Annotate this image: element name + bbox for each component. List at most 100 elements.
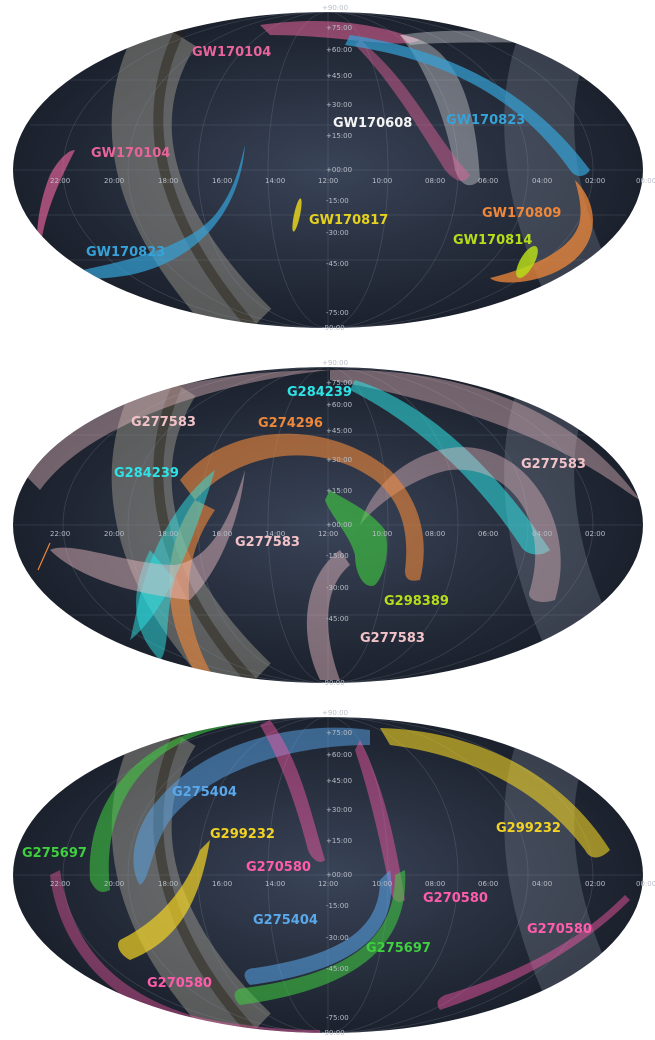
ra-label: 22:00 <box>50 880 70 888</box>
g270580-region-center <box>355 740 405 902</box>
event-label: G277583 <box>235 535 300 550</box>
event-label: GW170823 <box>446 113 525 128</box>
g270580-region-right <box>437 895 630 1010</box>
ra-labels: 22:00 20:00 18:00 16:00 14:00 12:00 10:0… <box>50 530 605 538</box>
dec-label-15: +15:00 <box>326 487 352 495</box>
ra-label: 10:00 <box>372 177 392 185</box>
ra-label: 20:00 <box>104 177 124 185</box>
ra-label: 08:00 <box>425 177 445 185</box>
dec-label-m75: -75:00 <box>326 1014 349 1022</box>
event-label: G275404 <box>253 913 318 928</box>
sky-ellipse <box>13 367 643 683</box>
dec-label-30: +30:00 <box>326 101 352 109</box>
ra-label: 16:00 <box>212 177 232 185</box>
ra-label: 08:00 <box>425 880 445 888</box>
ra-label: 04:00 <box>532 177 552 185</box>
dec-label-30: +30:00 <box>326 456 352 464</box>
dec-label-60: +60:00 <box>326 46 352 54</box>
ra-label: 04:00 <box>532 530 552 538</box>
dec-label-m15: -15:00 <box>326 902 349 910</box>
dec-label-m75: -75:00 <box>326 309 349 317</box>
dec-label-60: +60:00 <box>326 401 352 409</box>
ra-label: 18:00 <box>158 177 178 185</box>
ra-labels: 22:00 20:00 18:00 16:00 14:00 12:00 10:0… <box>50 177 655 185</box>
ra-label: 14:00 <box>265 530 285 538</box>
dec-label-bottom: -90:00 <box>322 679 345 687</box>
g274296-fragment <box>37 542 51 571</box>
event-label: G284239 <box>287 385 352 400</box>
dec-label-0: +00:00 <box>326 166 352 174</box>
event-label: G270580 <box>246 860 311 875</box>
dec-label-m45: -45:00 <box>326 260 349 268</box>
g299232-region-south <box>118 840 210 960</box>
g275697-region-south <box>234 870 406 1005</box>
event-label: G277583 <box>521 457 586 472</box>
ra-label: 12:00 <box>318 177 338 185</box>
dec-label-m15: -15:00 <box>326 552 349 560</box>
g277583-region-right <box>360 447 561 602</box>
event-label: GW170817 <box>309 213 388 228</box>
ra-label: 06:00 <box>478 177 498 185</box>
graticule <box>13 12 643 328</box>
ra-label: 02:00 <box>585 880 605 888</box>
g277583-region-bottom <box>306 550 350 680</box>
event-label: G299232 <box>210 827 275 842</box>
dec-label-m45: -45:00 <box>326 965 349 973</box>
gw170809-region <box>490 180 593 283</box>
event-label: GW170608 <box>333 116 412 131</box>
ra-label: 20:00 <box>104 530 124 538</box>
ra-label: 00:00 <box>636 177 655 185</box>
milky-way-dust <box>153 727 259 1033</box>
dec-label-15: +15:00 <box>326 837 352 845</box>
g299232-region-north <box>380 728 610 858</box>
event-label: G274296 <box>258 416 323 431</box>
skymap-panel-1: +90:00 +75:00 +60:00 +45:00 +30:00 +15:0… <box>0 0 655 340</box>
ra-labels: 22:00 20:00 18:00 16:00 14:00 12:00 10:0… <box>50 880 655 888</box>
milky-way-band <box>111 14 272 328</box>
event-label: G298389 <box>384 594 449 609</box>
event-label: GW170104 <box>192 45 271 60</box>
g275404-region-south <box>244 870 392 985</box>
gw170823-region-north <box>345 35 590 176</box>
dec-label-top: +90:00 <box>322 4 348 12</box>
milky-way-dust <box>153 377 259 683</box>
ra-label: 18:00 <box>158 880 178 888</box>
skymap-3: +90:00 +75:00 +60:00 +45:00 +30:00 +15:0… <box>13 709 655 1037</box>
dec-label-bottom: -90:00 <box>322 324 345 332</box>
skymap-2: +90:00 +75:00 +60:00 +45:00 +30:00 +15:0… <box>13 359 643 687</box>
g298389-region <box>325 490 387 586</box>
ra-label: 08:00 <box>425 530 445 538</box>
ra-label: 20:00 <box>104 880 124 888</box>
ra-label: 02:00 <box>585 530 605 538</box>
event-label: G270580 <box>527 922 592 937</box>
milky-way-dust <box>153 27 259 328</box>
event-label: G275404 <box>172 785 237 800</box>
dec-label-0: +00:00 <box>326 521 352 529</box>
ra-label: 16:00 <box>212 530 232 538</box>
gw170814-region <box>516 246 538 278</box>
dec-label-top: +90:00 <box>322 359 348 367</box>
event-label: G270580 <box>423 891 488 906</box>
ra-label: 14:00 <box>265 177 285 185</box>
gw170104-region-top <box>260 20 420 44</box>
event-label: G299232 <box>496 821 561 836</box>
g274296-region-arc <box>180 433 424 581</box>
dec-label-m15: -15:00 <box>326 197 349 205</box>
dec-label-45: +45:00 <box>326 777 352 785</box>
gw170817-region <box>292 198 302 232</box>
ra-label: 10:00 <box>372 530 392 538</box>
dec-label-top: +90:00 <box>322 709 348 717</box>
gw170608-region <box>400 35 480 186</box>
ra-label: 02:00 <box>585 177 605 185</box>
event-label: G277583 <box>360 631 425 646</box>
dec-label-m30: -30:00 <box>326 934 349 942</box>
ra-label: 12:00 <box>318 880 338 888</box>
g284239-region-north <box>350 380 550 555</box>
ra-label: 10:00 <box>372 880 392 888</box>
ra-label: 00:00 <box>636 880 655 888</box>
event-label: G284239 <box>114 466 179 481</box>
milky-way-band <box>111 367 271 683</box>
event-label: GW170814 <box>453 233 532 248</box>
event-label: G277583 <box>131 415 196 430</box>
dec-label-0: +00:00 <box>326 871 352 879</box>
